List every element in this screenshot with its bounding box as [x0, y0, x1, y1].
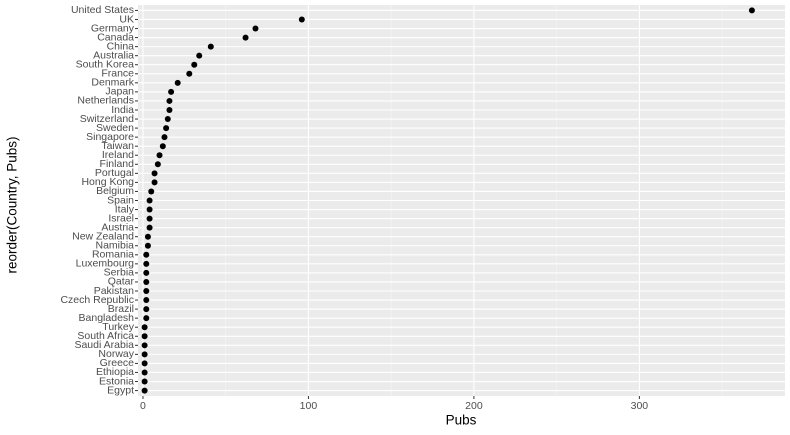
y-tick-label: Egypt	[107, 384, 134, 396]
dot	[191, 61, 198, 68]
y-tick-label: Romania	[92, 249, 134, 261]
y-tick-label: Spain	[107, 194, 134, 206]
dot	[163, 125, 170, 132]
x-tick-label: 0	[140, 400, 146, 412]
y-tick-label: Serbia	[104, 267, 135, 279]
y-tick-label: Italy	[115, 203, 135, 215]
y-tick-label: Brazil	[108, 303, 134, 315]
dot	[146, 224, 153, 231]
y-tick-label: Luxembourg	[76, 258, 135, 270]
y-tick-label: India	[111, 104, 134, 116]
y-tick-label: Japan	[105, 86, 134, 98]
y-tick-label: France	[101, 68, 134, 80]
y-tick-label: Namibia	[95, 240, 134, 252]
y-tick-label: China	[107, 40, 135, 52]
dot	[141, 351, 148, 358]
dot	[141, 360, 148, 367]
dot	[154, 161, 161, 168]
dot	[164, 116, 171, 123]
y-tick-label: Czech Republic	[60, 294, 134, 306]
dot	[143, 278, 150, 285]
y-tick-label: Finland	[100, 158, 135, 170]
dot	[141, 333, 148, 340]
y-tick-label: Netherlands	[77, 95, 134, 107]
y-tick-label: Austria	[101, 221, 134, 233]
y-tick-label: New Zealand	[72, 230, 134, 242]
dot	[144, 233, 151, 240]
dot	[252, 25, 259, 32]
dot	[298, 16, 305, 23]
dot	[166, 106, 173, 113]
dot	[748, 7, 755, 14]
y-tick-label: Canada	[97, 31, 134, 43]
dot	[141, 369, 148, 376]
y-tick-label: Israel	[108, 212, 134, 224]
y-tick-label: Qatar	[108, 276, 135, 288]
x-tick-label: 100	[300, 400, 318, 412]
dot	[143, 251, 150, 258]
dot	[159, 143, 166, 150]
dot	[141, 387, 148, 394]
y-tick-label: Ireland	[102, 149, 134, 161]
dot	[143, 269, 150, 276]
y-tick-label: Pakistan	[94, 285, 134, 297]
x-tick-label: 300	[631, 400, 649, 412]
y-tick-label: Hong Kong	[81, 176, 134, 188]
y-tick-label: Bangladesh	[79, 312, 135, 324]
dot	[143, 260, 150, 267]
y-tick-label: Sweden	[96, 122, 134, 134]
dot	[143, 297, 150, 304]
y-tick-label: Norway	[98, 348, 134, 360]
dot	[196, 52, 203, 59]
y-tick-label: South Korea	[76, 59, 135, 71]
dot	[151, 179, 158, 186]
y-tick-label: Turkey	[102, 321, 134, 333]
y-tick-label: Belgium	[96, 185, 134, 197]
y-tick-label: South Africa	[77, 330, 134, 342]
y-tick-label: Taiwan	[101, 140, 134, 152]
dot	[186, 70, 193, 77]
dot	[141, 324, 148, 331]
dot	[242, 34, 249, 41]
y-tick-label: Singapore	[86, 131, 134, 143]
x-tick-label: 200	[465, 400, 483, 412]
y-tick-label: Ethiopia	[96, 366, 134, 378]
x-axis-title: Pubs	[446, 413, 477, 428]
y-tick-label: Greece	[100, 357, 135, 369]
y-tick-label: Portugal	[95, 167, 134, 179]
dot	[174, 79, 181, 86]
dot	[168, 88, 175, 95]
y-tick-label: Switzerland	[80, 113, 134, 125]
dot	[166, 97, 173, 104]
dot	[143, 288, 150, 295]
dot	[156, 152, 163, 159]
dot	[141, 342, 148, 349]
dot	[143, 315, 150, 322]
dot	[207, 43, 214, 50]
y-tick-label: United States	[71, 4, 134, 16]
dot	[148, 188, 155, 195]
y-tick-label: Saudi Arabia	[74, 339, 134, 351]
y-tick-label: Germany	[91, 22, 135, 34]
y-tick-label: UK	[119, 13, 134, 25]
dot	[146, 206, 153, 213]
dot	[151, 170, 158, 177]
y-axis-title: reorder(Country, Pubs)	[5, 136, 20, 273]
dot	[141, 378, 148, 385]
y-tick-label: Estonia	[99, 375, 134, 387]
y-tick-label: Australia	[93, 49, 134, 61]
dot	[144, 242, 151, 249]
dot	[161, 134, 168, 141]
dot	[146, 197, 153, 204]
dot	[143, 306, 150, 313]
y-tick-label: Denmark	[91, 77, 134, 89]
dot	[146, 215, 153, 222]
